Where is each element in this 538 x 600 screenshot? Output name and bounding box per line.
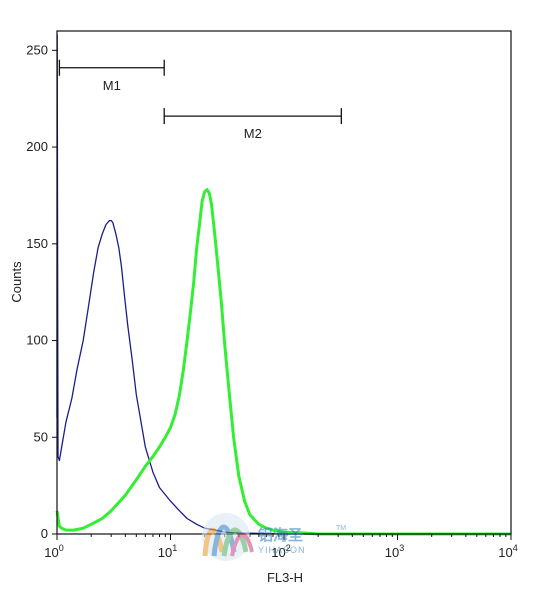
gate-m1: M1	[58, 59, 165, 93]
x-tick-label: 102	[271, 543, 290, 560]
x-tick-label: 100	[44, 543, 63, 560]
watermark-en-text: YIHASON	[258, 545, 306, 555]
watermark-tm: TM	[336, 525, 346, 532]
x-tick-label: 101	[158, 543, 177, 560]
y-tick-label: 100	[26, 333, 48, 348]
y-tick-label: 50	[34, 429, 48, 444]
y-tick-label: 150	[26, 236, 48, 251]
watermark-cn-text: 铝海圣	[258, 526, 304, 544]
gate-markers: M1 M2	[58, 59, 342, 141]
x-tick-label: 103	[385, 543, 404, 560]
x-tick-label: 104	[498, 543, 517, 560]
watermark: 铝海圣 TM YIHASON	[202, 513, 346, 561]
y-tick-label: 200	[26, 139, 48, 154]
watermark-logo	[202, 513, 254, 561]
y-axis-ticks: 0 50 100 150 200 250	[26, 42, 57, 541]
x-axis-ticks: 100 101 102 103 104	[44, 534, 518, 560]
gate-m2: M2	[163, 108, 342, 141]
gate-label: M2	[244, 126, 262, 141]
x-axis-label: FL3-H	[267, 570, 303, 585]
histogram-series-2	[55, 188, 511, 536]
gate-label: M1	[103, 78, 121, 93]
y-axis-label: Counts	[9, 261, 24, 303]
y-tick-label: 0	[41, 526, 48, 541]
y-tick-label: 250	[26, 42, 48, 57]
